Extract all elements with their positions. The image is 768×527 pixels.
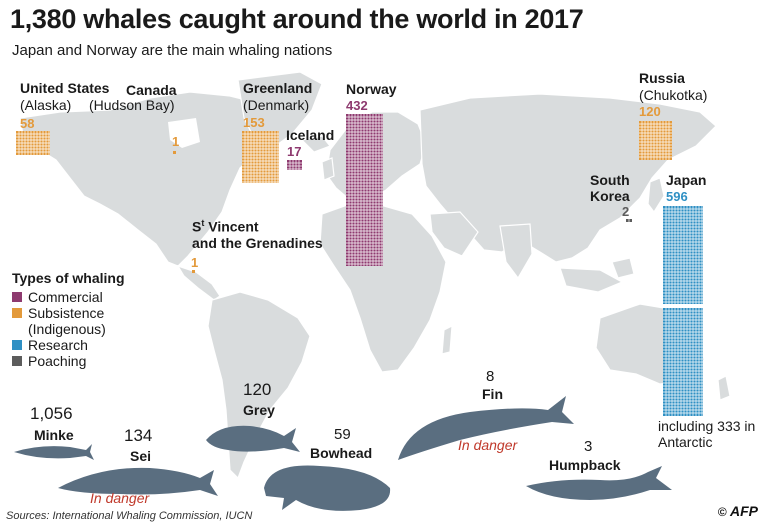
legend-item-subsistence: Subsistence (Indigenous) [12,305,125,337]
legend-swatch-research [12,340,22,350]
legend-item-commercial: Commercial [12,289,125,305]
japan-note: including 333 in Antarctic [658,418,756,450]
sei-danger: In danger [90,490,150,506]
grid-canada [173,151,176,154]
count-japan: 596 [666,189,688,204]
grid-south-korea [626,219,632,222]
label-st-vincent: St Vincent [192,218,259,235]
count-united-states: 58 [20,116,35,131]
legend-item-research: Research [12,337,125,353]
count-norway: 432 [346,98,368,113]
minke-count: 1,056 [30,404,73,423]
humpback-count: 3 [584,438,593,455]
minke-whale-icon [14,444,94,460]
source-note: Sources: International Whaling Commissio… [6,510,253,522]
grid-japan-antarctic [663,308,703,416]
bowhead-whale-icon [264,465,391,511]
grid-greenland [242,131,279,183]
afp-logo: AFP [730,503,758,519]
humpback-name: Humpback [549,457,621,473]
count-st-vincent: 1 [191,255,199,270]
fin-whale-icon [398,396,574,460]
label-canada: Canada [126,82,177,98]
grid-russia [639,121,672,160]
grid-st-vincent [192,270,195,273]
bowhead-name: Bowhead [310,445,373,461]
greenland-landmass [237,71,323,151]
count-greenland: 153 [243,115,265,130]
japan-landmass [647,177,665,214]
afp-credit: © AFP [717,503,758,519]
grid-iceland [287,160,302,170]
count-russia: 120 [639,104,661,119]
sei-whale-icon [58,467,218,496]
label-united-states: United States [20,80,110,96]
count-iceland: 17 [287,144,302,159]
legend-item-poaching: Poaching [12,353,125,369]
count-south-korea: 2 [622,204,630,219]
sei-count: 134 [124,426,153,445]
legend-title: Types of whaling [12,270,125,286]
sei-name: Sei [130,448,152,464]
minke-name: Minke [34,427,74,443]
label-greenland: Greenland [243,80,313,96]
chart-subtitle: Japan and Norway are the main whaling na… [12,42,333,59]
grid-japan-top [663,206,703,304]
count-canada: 1 [172,134,180,149]
legend: Types of whaling Commercial Subsistence(… [12,270,125,369]
label-norway: Norway [346,81,397,97]
grey-count: 120 [243,380,272,399]
label-united-states-sub: (Alaska) [20,97,72,113]
legend-swatch-commercial [12,292,22,302]
legend-swatch-subsistence [12,308,22,318]
legend-swatch-poaching [12,356,22,366]
label-south-korea: South Korea [590,172,630,204]
label-st-vincent-line2: and the Grenadines [192,235,323,251]
label-russia: Russia [639,70,685,86]
label-japan: Japan [666,172,707,188]
fin-danger: In danger [458,437,518,453]
grid-united-states [16,131,50,155]
humpback-whale-icon [526,466,672,500]
bowhead-count: 59 [334,426,351,443]
label-iceland: Iceland [286,127,335,143]
north-america-landmass [19,91,273,267]
label-canada-sub: (Hudson Bay) [89,97,175,113]
grey-whale-icon [206,425,300,452]
grid-norway [346,114,383,266]
iceland-landmass [300,135,331,153]
fin-name: Fin [482,386,503,402]
fin-count: 8 [486,368,495,385]
chart-title: 1,380 whales caught around the world in … [10,4,584,34]
label-russia-sub: (Chukotka) [639,87,708,103]
grey-name: Grey [243,402,275,418]
label-greenland-sub: (Denmark) [243,97,310,113]
